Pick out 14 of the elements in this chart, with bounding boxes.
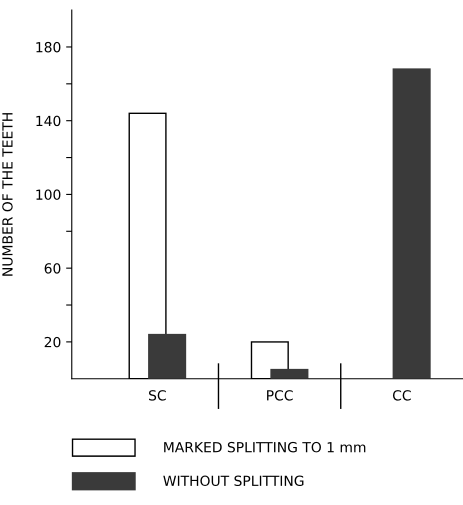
y-tick-label: 20	[44, 336, 60, 348]
y-tick-label: 100	[36, 189, 60, 200]
legend-label: WITHOUT SPLITTING	[163, 476, 304, 486]
bar	[148, 334, 186, 379]
y-tick-label: 180	[36, 42, 60, 52]
bar	[392, 68, 431, 379]
x-tick-label: PCC	[267, 390, 293, 401]
bar	[270, 368, 308, 379]
legend-label: MARKED SPLITTING TO 1 mm	[164, 442, 366, 452]
y-axis-title: NUMBER OF THE TEETH	[2, 113, 13, 276]
y-tick-label: 60	[44, 263, 60, 274]
y-tick-label: 140	[36, 116, 60, 126]
x-tick-label: SC	[149, 390, 166, 401]
x-tick-label: CC	[392, 390, 411, 401]
